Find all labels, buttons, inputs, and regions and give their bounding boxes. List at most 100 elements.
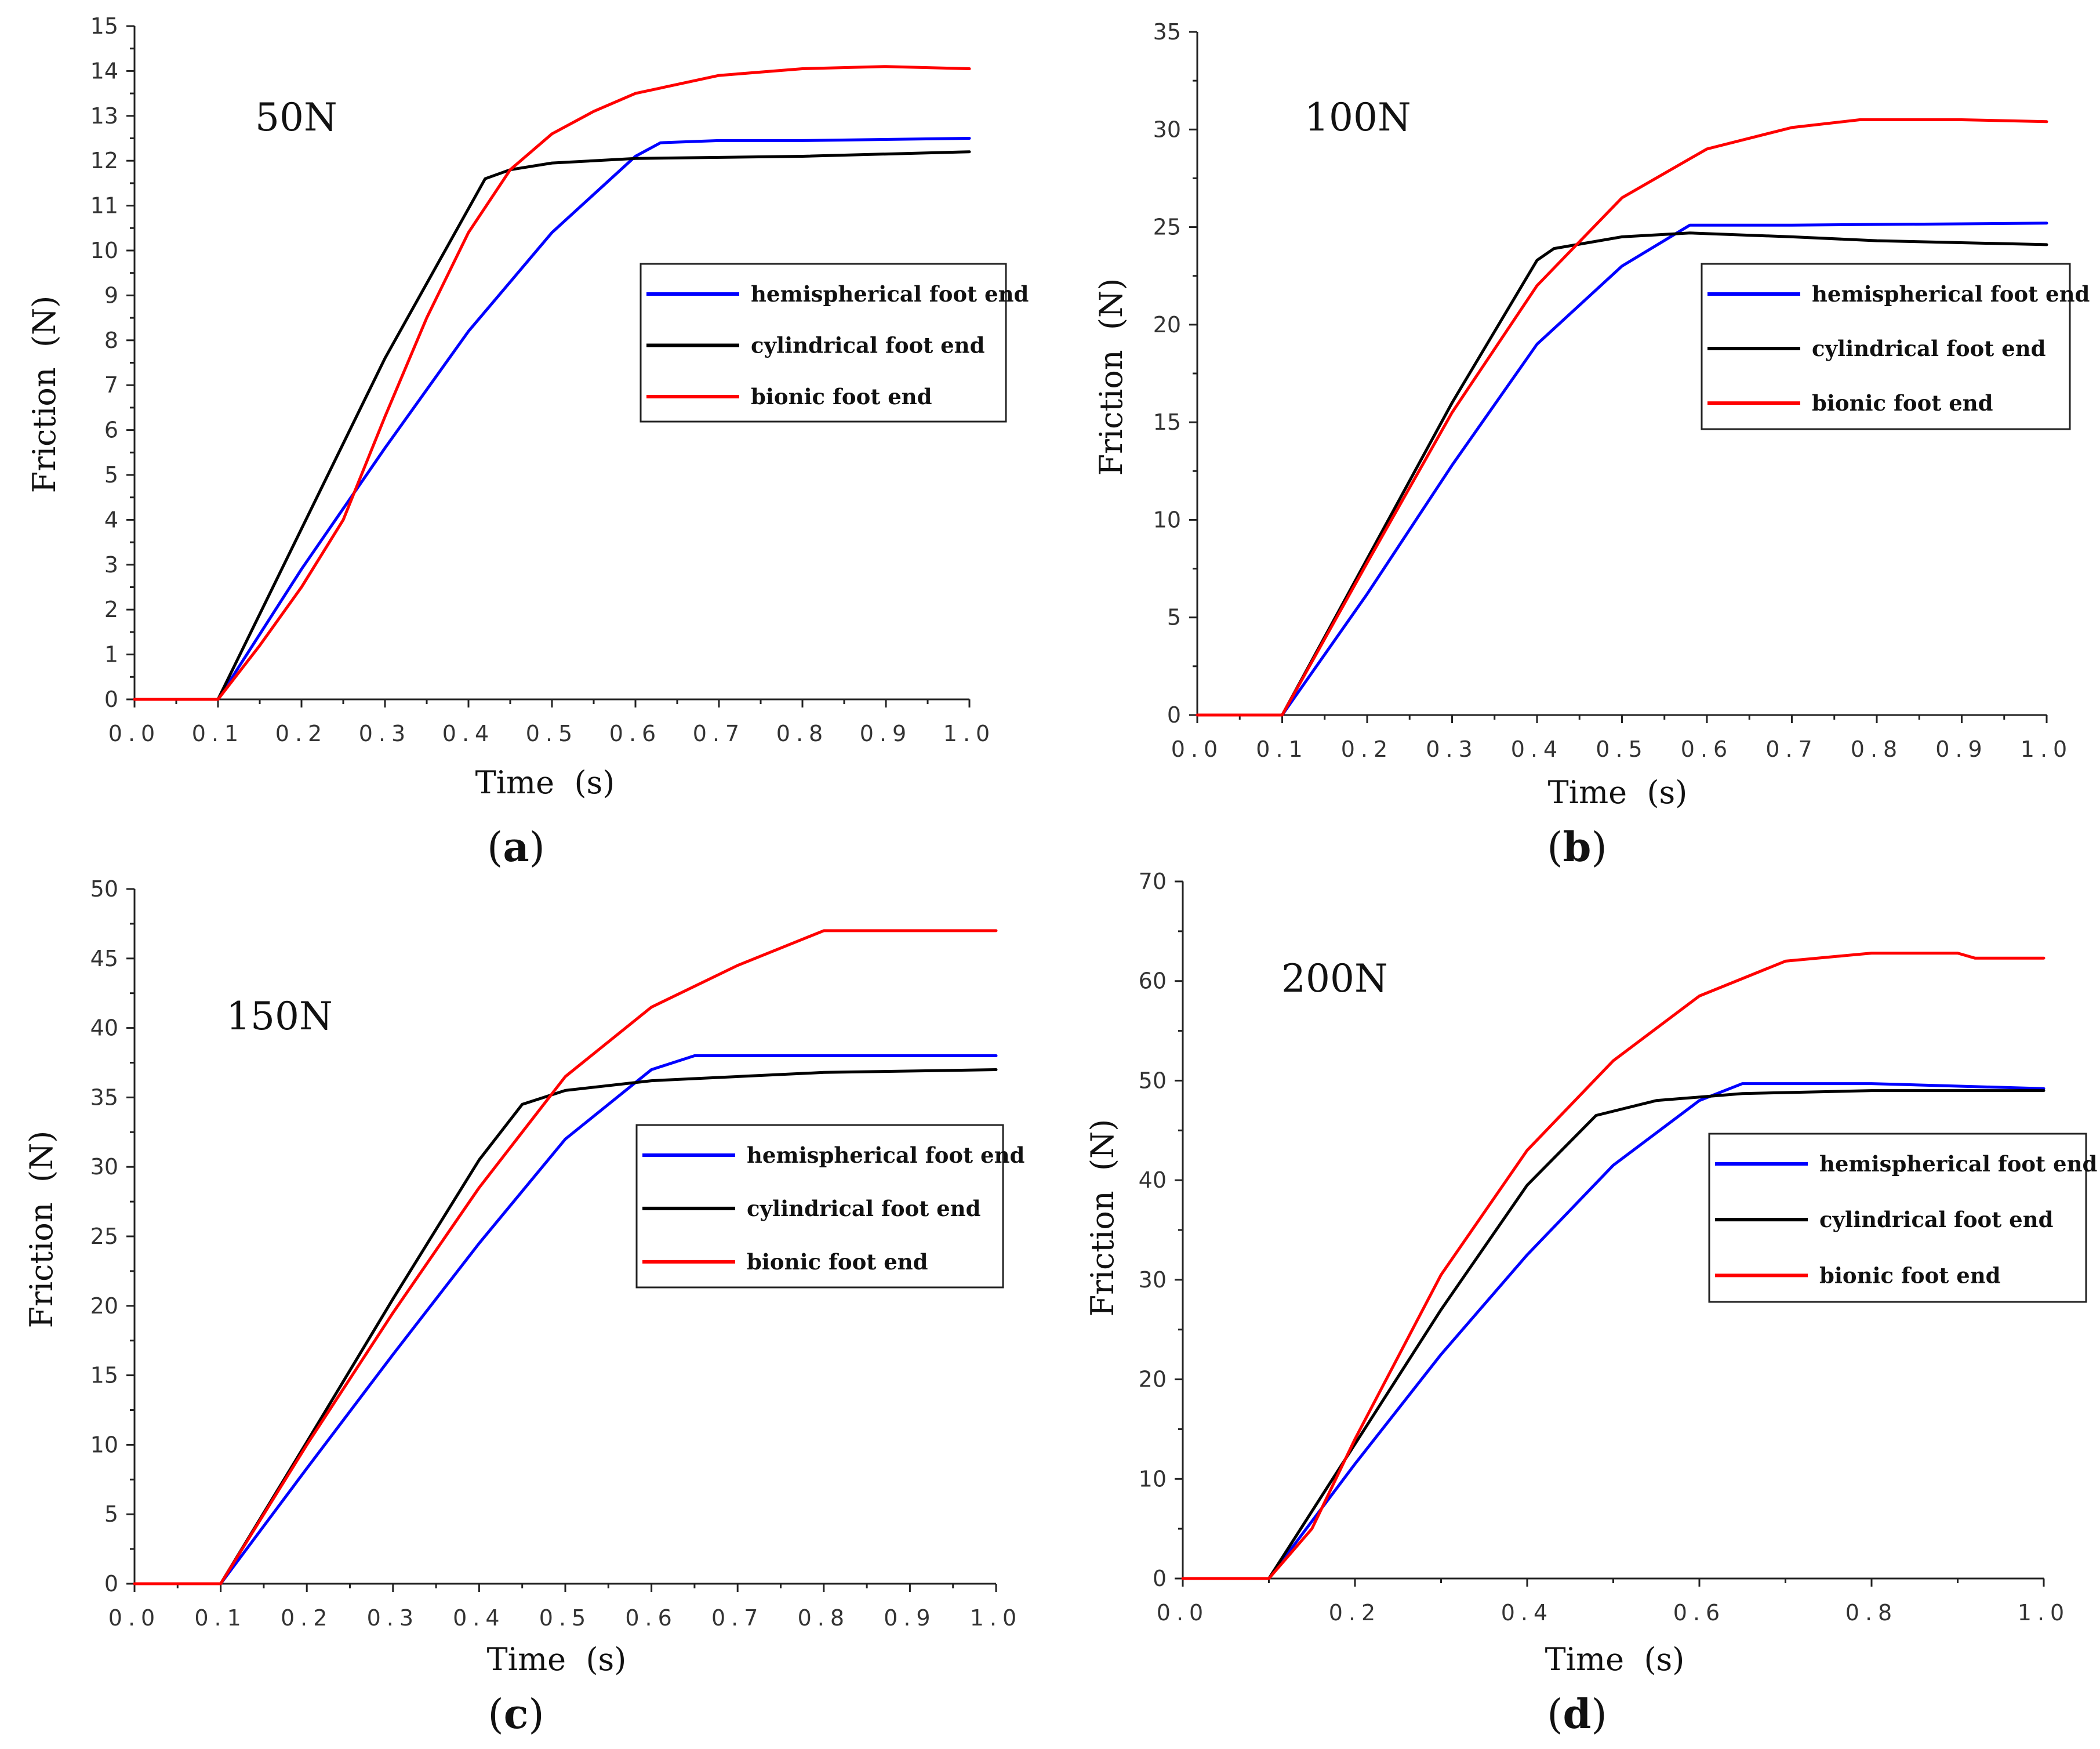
- x-tick-label: 0.2: [281, 1605, 333, 1631]
- x-tick-label: 0.9: [1935, 736, 1988, 762]
- y-tick-label: 15: [90, 1363, 118, 1388]
- x-tick-label: 0.6: [625, 1605, 677, 1631]
- y-tick-label: 20: [90, 1293, 118, 1319]
- y-tick-label: 40: [90, 1015, 118, 1041]
- x-tick-label: 0.1: [194, 1605, 246, 1631]
- legend-label: hemispherical foot end: [747, 1142, 1024, 1168]
- x-tick-label: 0.9: [884, 1605, 936, 1631]
- y-tick-label: 0: [1153, 1566, 1167, 1591]
- y-tick-label: 15: [1153, 409, 1181, 435]
- panel-b: 100N Time (s) Friction (N) (b) 0 5 10 15 20 2…: [1093, 19, 2090, 871]
- y-tick-label: 11: [90, 193, 118, 219]
- y-tick-label: 50: [90, 876, 118, 902]
- x-axis-label: Time (s): [475, 764, 615, 801]
- x-tick-label: 0.9: [860, 721, 912, 746]
- y-tick-label: 10: [90, 238, 118, 263]
- y-tick-label: 70: [1139, 869, 1167, 894]
- x-tick-label: 0.1: [1256, 736, 1308, 762]
- legend-label: hemispherical foot end: [1819, 1151, 2097, 1177]
- y-tick-label: 7: [104, 372, 118, 398]
- panel-d: 200N Time (s) Friction (N) (d) 0 10 20 30 40…: [1084, 869, 2097, 1738]
- x-tick-label: 1.0: [2021, 736, 2073, 762]
- load-label: 200N: [1281, 956, 1388, 1001]
- y-tick-label: 45: [90, 946, 118, 971]
- x-tick-label: 0.3: [1426, 736, 1478, 762]
- x-tick-label: 0.1: [192, 721, 244, 746]
- panel-label: (b): [1547, 823, 1607, 871]
- legend-label: cylindrical foot end: [1812, 336, 2045, 361]
- y-tick-label: 4: [104, 507, 118, 532]
- y-tick-label: 5: [104, 462, 118, 488]
- y-tick-label: 5: [1167, 605, 1181, 630]
- legend-label: hemispherical foot end: [1812, 281, 2090, 307]
- legend-label: hemispherical foot end: [751, 281, 1029, 307]
- x-axis-label: Time (s): [1548, 774, 1688, 811]
- x-axis-label: Time (s): [487, 1641, 627, 1678]
- y-tick-label: 2: [104, 597, 118, 622]
- legend: hemispherical foot end cylindrical foot e…: [635, 1124, 1024, 1289]
- y-tick-label: 8: [104, 328, 118, 353]
- y-tick-label: 30: [1139, 1267, 1167, 1293]
- load-label: 50N: [255, 95, 337, 140]
- panel-letter: b: [1563, 823, 1592, 871]
- x-tick-label: 0.7: [1765, 736, 1818, 762]
- x-tick-label: 1.0: [943, 721, 995, 746]
- legend-label: bionic foot end: [1812, 390, 1993, 416]
- load-label: 100N: [1305, 95, 1411, 140]
- y-tick-label: 0: [104, 1571, 118, 1596]
- x-tick-label: 0.8: [776, 721, 829, 746]
- y-tick-label: 6: [104, 418, 118, 443]
- legend-label: bionic foot end: [747, 1249, 928, 1275]
- y-tick-label: 9: [104, 282, 118, 308]
- y-tick-label: 0: [104, 687, 118, 712]
- y-tick-label: 15: [90, 13, 118, 39]
- series-line-hemispherical: [133, 1054, 998, 1585]
- x-tick-label: 0.4: [453, 1605, 505, 1631]
- y-tick-label: 20: [1139, 1367, 1167, 1392]
- y-axis-label: Friction (N): [26, 296, 63, 494]
- series-line-hemispherical: [1196, 222, 2048, 717]
- x-tick-label: 0.5: [526, 721, 578, 746]
- load-label: 150N: [226, 994, 333, 1039]
- x-tick-label: 0.8: [798, 1605, 850, 1631]
- y-tick-label: 25: [1153, 215, 1181, 240]
- y-tick-label: 50: [1139, 1068, 1167, 1093]
- y-tick-label: 14: [90, 58, 118, 84]
- series-line-bionic: [133, 65, 971, 701]
- x-tick-label: 0.0: [108, 721, 161, 746]
- y-tick-label: 25: [90, 1224, 118, 1249]
- panel-label: (c): [488, 1690, 544, 1738]
- panel-letter: c: [504, 1690, 529, 1738]
- panel-label: (d): [1547, 1690, 1607, 1738]
- x-tick-label: 0.0: [1157, 1600, 1209, 1625]
- x-tick-label: 0.3: [367, 1605, 419, 1631]
- x-tick-label: 0.6: [1681, 736, 1733, 762]
- y-axis-label: Friction (N): [1093, 278, 1129, 476]
- y-tick-label: 3: [104, 552, 118, 578]
- y-tick-label: 35: [1153, 19, 1181, 45]
- y-tick-label: 35: [90, 1084, 118, 1110]
- x-tick-label: 0.5: [1596, 736, 1648, 762]
- series-line-hemispherical: [133, 137, 971, 701]
- x-tick-label: 1.0: [970, 1605, 1022, 1631]
- panel-c: 150N Time (s) Friction (N) (c) 0 5 10 15 20 2…: [23, 876, 1024, 1738]
- x-axis-label: Time (s): [1545, 1641, 1685, 1678]
- panel-a: 50N Time (s) Friction (N) (a) 0123456789…: [26, 13, 1029, 871]
- legend-label: bionic foot end: [751, 384, 932, 409]
- x-tick-label: 0.6: [1673, 1600, 1725, 1625]
- x-tick-label: 0.2: [1329, 1600, 1381, 1625]
- x-tick-label: 0.7: [711, 1605, 764, 1631]
- series-line-bionic: [133, 929, 998, 1585]
- legend-label: cylindrical foot end: [747, 1196, 980, 1221]
- y-tick-label: 10: [90, 1432, 118, 1457]
- y-axis-label: Friction (N): [1084, 1119, 1121, 1317]
- x-tick-label: 0.2: [275, 721, 328, 746]
- y-tick-label: 10: [1153, 507, 1181, 532]
- y-tick-label: 40: [1139, 1167, 1167, 1193]
- x-tick-label: 0.7: [693, 721, 745, 746]
- y-tick-label: 10: [1139, 1466, 1167, 1492]
- y-tick-label: 0: [1167, 702, 1181, 728]
- legend: hemispherical foot end cylindrical foot e…: [1708, 1133, 2097, 1303]
- x-tick-label: 0.3: [359, 721, 411, 746]
